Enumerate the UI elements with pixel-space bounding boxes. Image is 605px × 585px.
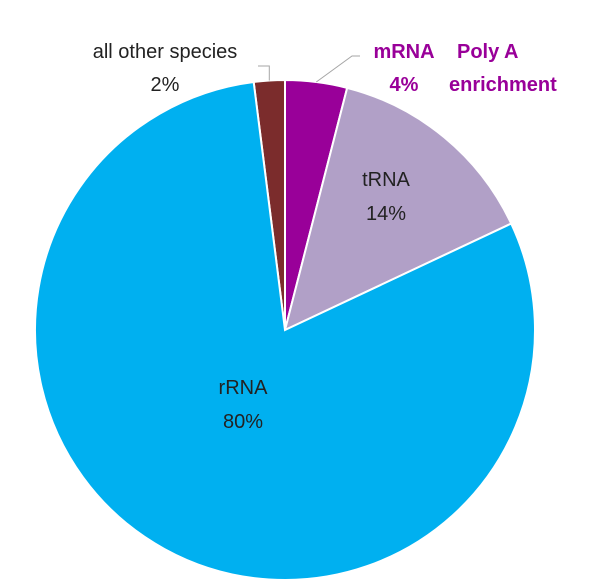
slice-label-all-other-species: all other species	[93, 41, 238, 63]
slice-percent-mrna: 4%	[390, 74, 419, 96]
slice-percent-trna: 14%	[366, 203, 406, 225]
slice-percent-all-other-species: 2%	[151, 74, 180, 96]
leader-lines	[258, 55, 360, 83]
leader-line-mrna	[316, 55, 360, 83]
annotation-poly-a: Poly A	[457, 41, 519, 63]
annotation-enrichment: enrichment	[449, 74, 557, 96]
slice-label-rrna: rRNA	[219, 377, 269, 399]
slice-label-mrna: mRNA	[373, 41, 434, 63]
pie-slices	[34, 78, 536, 581]
pie-slice-trna	[283, 86, 513, 332]
pie-slice-rrna	[34, 80, 536, 581]
slice-percent-rrna: 80%	[223, 411, 263, 433]
slice-label-trna: tRNA	[362, 169, 410, 191]
leader-line-all-other-species	[258, 65, 270, 81]
